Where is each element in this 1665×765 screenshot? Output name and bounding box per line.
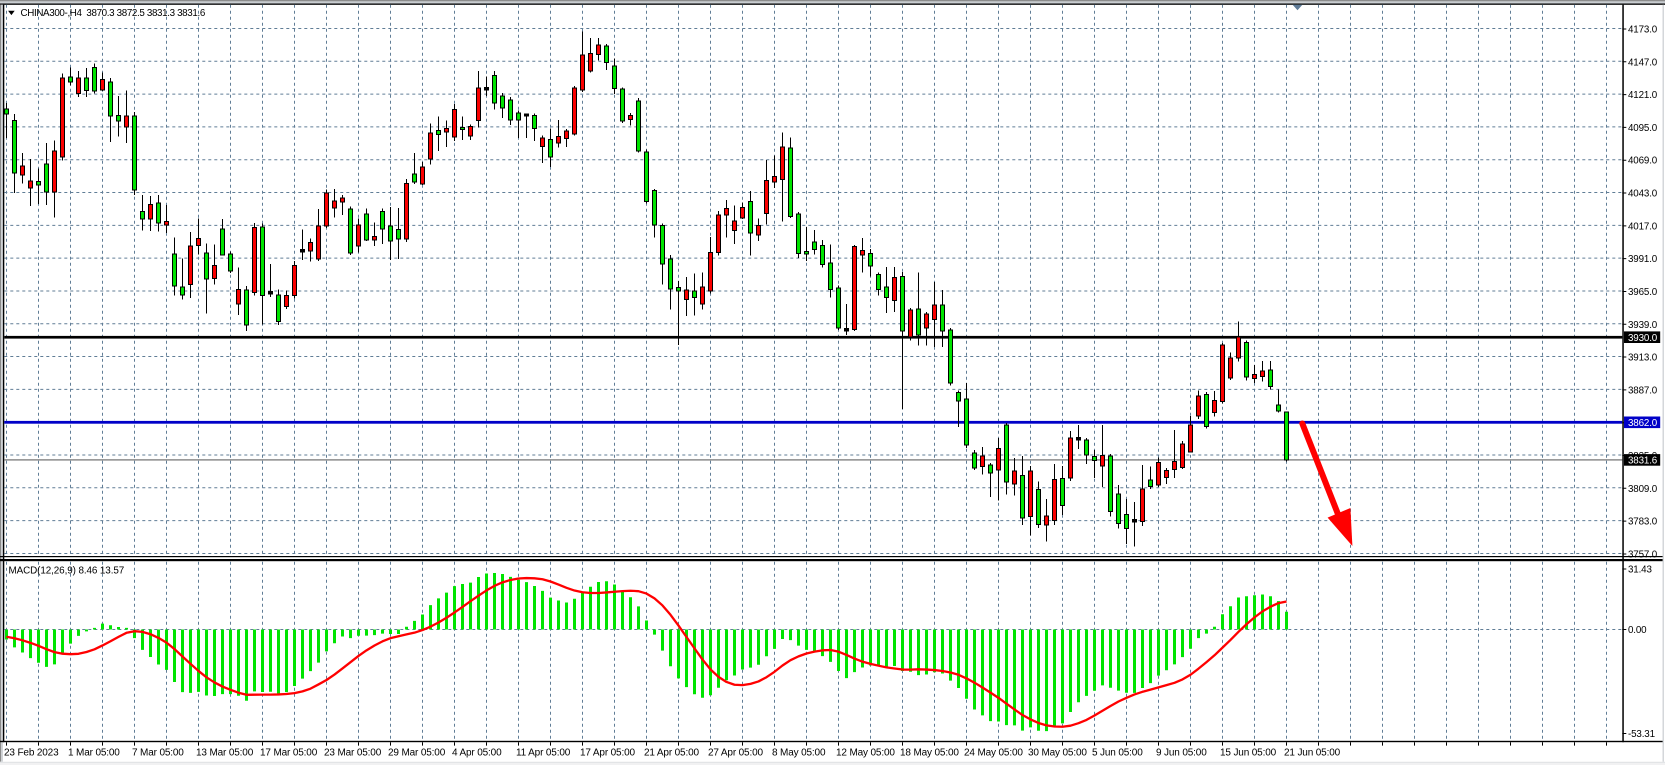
svg-text:4121.0: 4121.0: [1628, 90, 1658, 101]
svg-text:31.43: 31.43: [1628, 565, 1652, 576]
svg-text:17 Mar 05:00: 17 Mar 05:00: [260, 748, 318, 759]
svg-text:CHINA300-,H4 3870.3 3872.5 38: CHINA300-,H4 3870.3 3872.5 3831.3 3831.6: [21, 8, 206, 19]
svg-text:11 Apr 05:00: 11 Apr 05:00: [516, 748, 571, 759]
svg-text:1 Mar 05:00: 1 Mar 05:00: [68, 748, 120, 759]
svg-text:-53.31: -53.31: [1628, 729, 1655, 740]
svg-text:7 Mar 05:00: 7 Mar 05:00: [132, 748, 184, 759]
svg-text:3783.0: 3783.0: [1628, 517, 1658, 528]
svg-text:9 Jun 05:00: 9 Jun 05:00: [1156, 748, 1207, 759]
svg-text:4017.0: 4017.0: [1628, 221, 1658, 232]
svg-text:27 Apr 05:00: 27 Apr 05:00: [708, 748, 764, 759]
svg-text:21 Jun 05:00: 21 Jun 05:00: [1284, 748, 1341, 759]
svg-text:3862.0: 3862.0: [1628, 418, 1658, 429]
svg-text:3887.0: 3887.0: [1628, 385, 1658, 396]
svg-text:5 Jun 05:00: 5 Jun 05:00: [1092, 748, 1143, 759]
svg-text:0.00: 0.00: [1628, 625, 1647, 636]
svg-text:MACD(12,26,9) 8.46 13.57: MACD(12,26,9) 8.46 13.57: [9, 566, 125, 577]
svg-text:23 Feb 2023: 23 Feb 2023: [4, 748, 59, 759]
svg-text:17 Apr 05:00: 17 Apr 05:00: [580, 748, 636, 759]
svg-text:13 Mar 05:00: 13 Mar 05:00: [196, 748, 254, 759]
svg-text:4095.0: 4095.0: [1628, 123, 1658, 134]
svg-text:23 Mar 05:00: 23 Mar 05:00: [324, 748, 382, 759]
svg-text:3965.0: 3965.0: [1628, 287, 1658, 298]
svg-text:4 Apr 05:00: 4 Apr 05:00: [452, 748, 502, 759]
svg-text:3991.0: 3991.0: [1628, 254, 1658, 265]
svg-text:21 Apr 05:00: 21 Apr 05:00: [644, 748, 700, 759]
svg-text:4069.0: 4069.0: [1628, 156, 1658, 167]
svg-text:3939.0: 3939.0: [1628, 320, 1658, 331]
svg-text:15 Jun 05:00: 15 Jun 05:00: [1220, 748, 1277, 759]
svg-text:24 May 05:00: 24 May 05:00: [964, 748, 1023, 759]
svg-text:29 Mar 05:00: 29 Mar 05:00: [388, 748, 446, 759]
svg-text:3809.0: 3809.0: [1628, 484, 1658, 495]
svg-text:4147.0: 4147.0: [1628, 57, 1658, 68]
svg-text:30 May 05:00: 30 May 05:00: [1028, 748, 1087, 759]
svg-text:3930.0: 3930.0: [1628, 333, 1658, 344]
svg-text:12 May 05:00: 12 May 05:00: [836, 748, 895, 759]
svg-text:3831.6: 3831.6: [1628, 456, 1658, 467]
svg-text:3757.0: 3757.0: [1628, 549, 1658, 560]
svg-text:4043.0: 4043.0: [1628, 189, 1658, 200]
svg-text:4173.0: 4173.0: [1628, 24, 1658, 35]
svg-text:8 May 05:00: 8 May 05:00: [772, 748, 826, 759]
svg-text:3913.0: 3913.0: [1628, 353, 1658, 364]
svg-text:18 May 05:00: 18 May 05:00: [900, 748, 959, 759]
